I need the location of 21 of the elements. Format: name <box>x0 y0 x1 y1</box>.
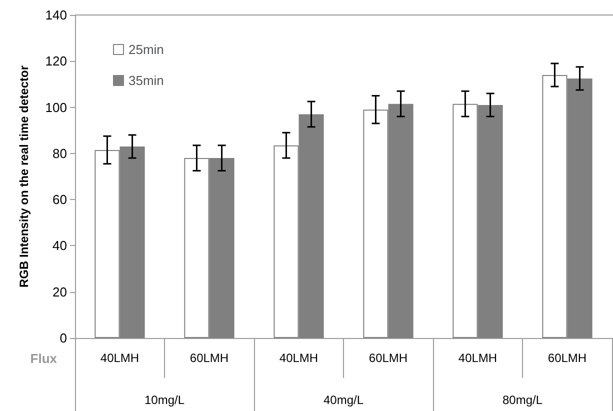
x-tick-label: 60LMH <box>368 351 408 365</box>
y-tick-label: 120 <box>45 54 67 69</box>
x-tick-label: 60LMH <box>190 351 229 365</box>
y-tick-label: 80 <box>52 146 67 161</box>
y-tick-label: 60 <box>52 192 67 208</box>
legend-label: 25min <box>128 42 164 57</box>
y-axis-title: RGB Intensity on the real time detector <box>17 65 31 288</box>
y-tick-label: 20 <box>52 284 67 300</box>
y-tick-label: 40 <box>52 238 67 254</box>
x-axis-title: Flux <box>30 351 58 366</box>
text: 40mg/L <box>323 393 364 407</box>
text: 10mg/L <box>144 393 185 407</box>
text: 80mg/L <box>502 393 543 407</box>
x-tick-label: 40LMH <box>100 351 140 365</box>
legend-label: 35min <box>128 73 164 88</box>
y-tick-label: 140 <box>45 8 67 22</box>
y-tick-label: 100 <box>45 100 67 115</box>
y-tick-label: 0 <box>60 330 67 346</box>
x-tick-label: 60LMH <box>548 351 587 365</box>
x-tick-label: 40LMH <box>458 351 498 365</box>
x-tick-label: 40LMH <box>279 351 318 365</box>
